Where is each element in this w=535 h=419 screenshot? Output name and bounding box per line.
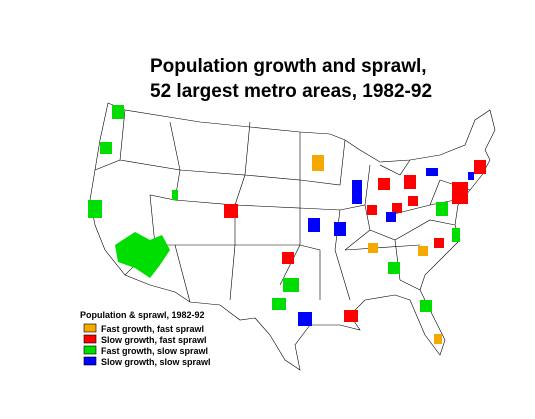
metro-area bbox=[308, 218, 320, 232]
metro-area bbox=[388, 262, 400, 274]
legend-label: Slow growth, slow sprawl bbox=[101, 357, 211, 367]
metro-area bbox=[436, 202, 448, 216]
legend-title: Population & sprawl, 1982-92 bbox=[80, 310, 205, 320]
metro-area bbox=[468, 172, 474, 180]
metro-area bbox=[418, 246, 428, 256]
metro-area bbox=[408, 196, 418, 206]
metro-area bbox=[474, 160, 486, 174]
legend-label: Slow growth, fast sprawl bbox=[101, 335, 207, 345]
metro-area bbox=[368, 243, 378, 253]
metro-area bbox=[404, 175, 416, 189]
metro-area bbox=[452, 228, 460, 242]
metro-area bbox=[272, 298, 286, 310]
metro-area bbox=[115, 232, 170, 278]
metro-area bbox=[282, 252, 294, 264]
metro-area bbox=[352, 180, 362, 204]
metro-area bbox=[224, 204, 238, 218]
metro-area bbox=[172, 190, 178, 200]
metro-area bbox=[434, 334, 442, 344]
metro-area bbox=[344, 310, 358, 322]
metro-area bbox=[434, 238, 444, 248]
metro-area bbox=[392, 203, 402, 213]
metro-area bbox=[334, 222, 346, 236]
title-line: Population growth and sprawl, bbox=[150, 56, 427, 77]
metro-area bbox=[298, 312, 312, 326]
legend-swatch bbox=[83, 345, 97, 355]
metro-area bbox=[367, 205, 377, 215]
metro-area bbox=[426, 168, 438, 176]
legend-label: Fast growth, slow sprawl bbox=[101, 346, 208, 356]
metro-area bbox=[386, 212, 396, 222]
metro-area bbox=[283, 278, 299, 292]
legend-swatch bbox=[83, 323, 97, 333]
metro-area bbox=[378, 178, 390, 190]
metro-area bbox=[420, 300, 432, 312]
title-line: 52 largest metro areas, 1982-92 bbox=[150, 81, 432, 102]
metro-areas bbox=[88, 105, 486, 344]
legend-swatch bbox=[83, 356, 97, 366]
metro-area bbox=[312, 155, 324, 171]
legend-swatch bbox=[83, 334, 97, 344]
metro-area bbox=[452, 182, 468, 204]
metro-area bbox=[112, 105, 124, 119]
metro-area bbox=[88, 200, 102, 218]
metro-area bbox=[100, 142, 112, 154]
us-outline bbox=[89, 102, 496, 371]
legend-label: Fast growth, fast sprawl bbox=[101, 324, 204, 334]
